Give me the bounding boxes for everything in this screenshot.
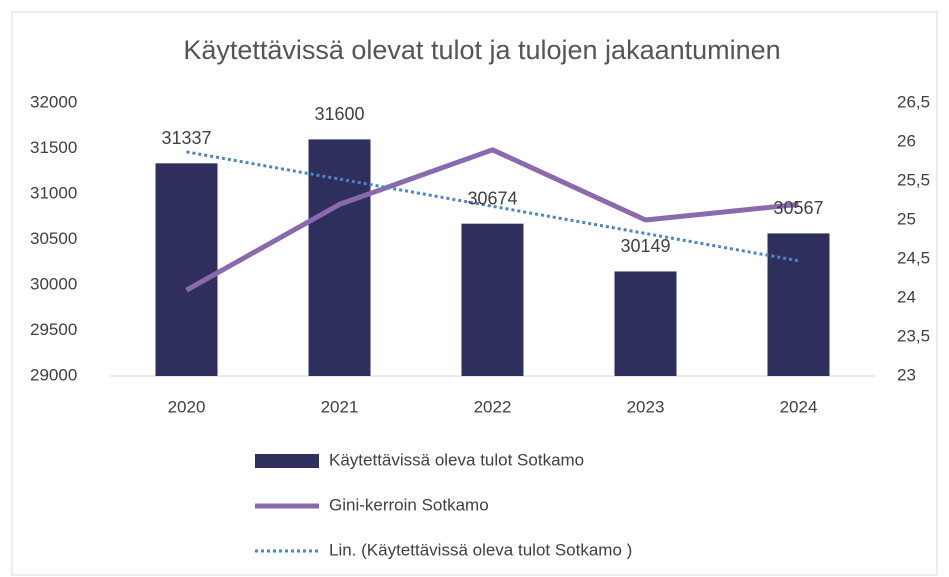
y2-tick-label: 23 — [897, 365, 916, 384]
chart-title: Käytettävissä olevat tulot ja tulojen ja… — [183, 35, 780, 65]
y-tick-label: 32000 — [30, 92, 77, 111]
y-tick-label: 31000 — [30, 183, 77, 202]
y-tick-label: 29500 — [30, 320, 77, 339]
y2-tick-label: 25,5 — [897, 170, 930, 189]
data-label: 30674 — [467, 188, 517, 208]
y2-tick-label: 23,5 — [897, 326, 930, 345]
data-label: 30567 — [773, 198, 823, 218]
bar — [767, 233, 830, 376]
bar — [155, 163, 218, 376]
y-tick-label: 29000 — [30, 365, 77, 384]
y2-tick-label: 26,5 — [897, 92, 930, 111]
y2-tick-label: 24,5 — [897, 248, 930, 267]
x-tick-label: 2021 — [321, 397, 359, 416]
x-tick-label: 2023 — [627, 397, 665, 416]
legend-label: Gini-kerroin Sotkamo — [329, 495, 489, 514]
x-tick-label: 2022 — [474, 397, 512, 416]
gini-line — [185, 147, 799, 293]
x-tick-label: 2024 — [780, 397, 818, 416]
data-label: 31337 — [161, 128, 211, 148]
data-label: 31600 — [314, 104, 364, 124]
legend-label: Lin. (Käytettävissä oleva tulot Sotkamo … — [329, 540, 632, 559]
data-label: 30149 — [620, 236, 670, 256]
y2-tick-label: 25 — [897, 209, 916, 228]
y2-tick-label: 26 — [897, 131, 916, 150]
bar — [461, 223, 524, 376]
legend-label: Käytettävissä oleva tulot Sotkamo — [329, 450, 584, 469]
y-tick-label: 30000 — [30, 274, 77, 293]
y-tick-label: 31500 — [30, 138, 77, 157]
bar — [308, 139, 371, 376]
trend-line — [186, 150, 799, 263]
legend-swatch — [255, 454, 319, 468]
y-tick-label: 30500 — [30, 229, 77, 248]
y2-tick-label: 24 — [897, 287, 916, 306]
x-tick-label: 2020 — [168, 397, 206, 416]
bar — [614, 271, 677, 376]
